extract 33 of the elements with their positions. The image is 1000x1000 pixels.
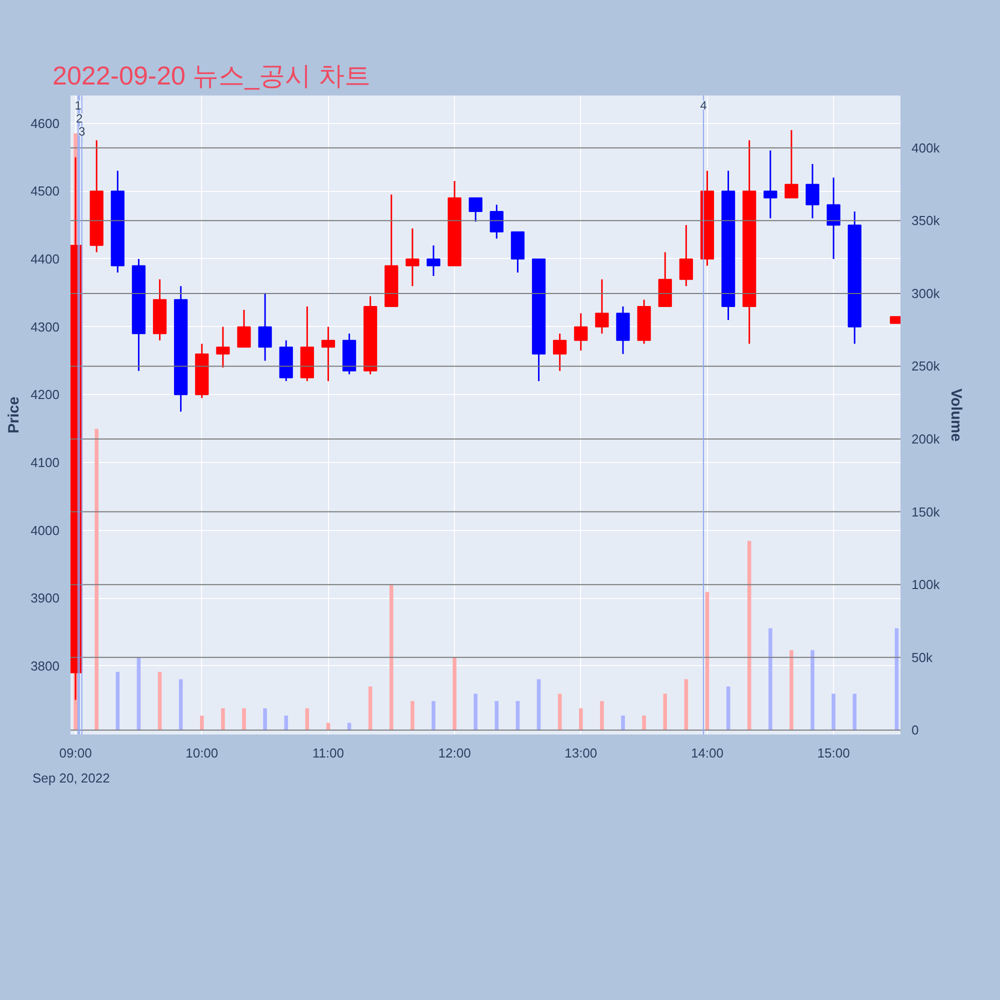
- annotation: 1: [74, 98, 82, 112]
- y2-tick-label: 0: [912, 722, 919, 738]
- x-tick-label: 09:00: [59, 746, 92, 760]
- y-tick-label: 4000: [30, 522, 60, 538]
- y2-tick-label: 50k: [912, 650, 933, 665]
- annotation: 3: [78, 124, 86, 138]
- y-tick-label: 4600: [30, 116, 60, 131]
- x-tick-label: 14:00: [690, 746, 724, 760]
- y2-tick-label: 350k: [912, 213, 940, 228]
- y-tick-label: 4500: [30, 184, 60, 199]
- y2-tick-label: 100k: [912, 577, 940, 592]
- x-tick-label: 13:00: [564, 746, 598, 760]
- y2-axis-title: Volume: [948, 388, 965, 442]
- y2-tick-label: 300k: [912, 286, 940, 301]
- x-tick-label: 15:00: [817, 746, 850, 760]
- y-tick-label: 3800: [30, 658, 60, 674]
- y-tick-label: 3900: [30, 590, 60, 606]
- y2-tick-label: 400k: [912, 140, 940, 156]
- annotation: 4: [700, 98, 708, 112]
- x-tick-label: 10:00: [186, 746, 218, 760]
- y2-tick-label: 150k: [912, 504, 940, 520]
- y2-tick-label: 250k: [912, 358, 940, 374]
- y-axis-title: Price: [6, 396, 23, 434]
- x-tick-label: 11:00: [312, 746, 344, 760]
- y-tick-label: 4200: [30, 387, 60, 402]
- chart-title: 2022-09-20 뉴스_공시 차트: [52, 60, 370, 90]
- y-tick-label: 4300: [30, 319, 60, 334]
- text: Sep 20, 2022: [32, 770, 110, 786]
- y-tick-label: 4400: [30, 251, 60, 266]
- y2-tick-label: 200k: [912, 432, 940, 447]
- annotation: 2: [76, 112, 84, 126]
- y-tick-label: 4100: [30, 454, 60, 470]
- x-tick-label: 12:00: [438, 746, 471, 760]
